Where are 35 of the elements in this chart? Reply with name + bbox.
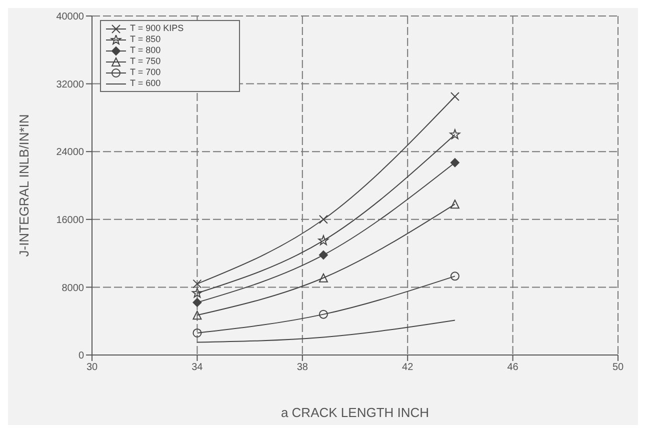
legend-label: T = 850 xyxy=(130,34,161,45)
point xyxy=(192,279,202,288)
point xyxy=(192,328,202,338)
y-axis-title: J-INTEGRAL INLB/IN*IN xyxy=(16,114,32,257)
point xyxy=(450,200,460,209)
point xyxy=(450,158,460,168)
y-tick-label: 32000 xyxy=(56,79,84,90)
point xyxy=(192,298,202,307)
x-tick-label: 34 xyxy=(192,362,204,374)
point xyxy=(318,235,329,246)
legend-label: T = 700 xyxy=(130,67,161,78)
point xyxy=(318,250,328,260)
legend-label: T = 600 xyxy=(130,78,161,89)
x-tick-label: 46 xyxy=(507,362,519,374)
x-tick-label: 42 xyxy=(402,362,414,374)
y-tick-label: 16000 xyxy=(56,214,84,226)
x-tick-label: 50 xyxy=(612,362,624,374)
y-tick-label: 24000 xyxy=(56,147,84,158)
x-tick-label: 30 xyxy=(86,362,98,374)
point xyxy=(192,288,202,298)
legend-label: T = 800 xyxy=(130,45,161,56)
point xyxy=(318,310,328,319)
point xyxy=(450,129,460,140)
point xyxy=(318,214,328,224)
point xyxy=(318,273,328,282)
legend-label: T = 750 xyxy=(130,56,161,67)
point xyxy=(192,310,202,320)
legend-label: T = 900 KIPS xyxy=(130,23,184,34)
x-tick-label: 38 xyxy=(296,362,308,374)
y-tick-label: 0 xyxy=(78,350,84,362)
y-tick-label: 8000 xyxy=(62,282,84,294)
point xyxy=(450,92,460,102)
y-tick-label: 40000 xyxy=(56,12,84,23)
point xyxy=(450,272,460,281)
x-axis-title: a CRACK LENGTH INCH xyxy=(280,405,430,420)
